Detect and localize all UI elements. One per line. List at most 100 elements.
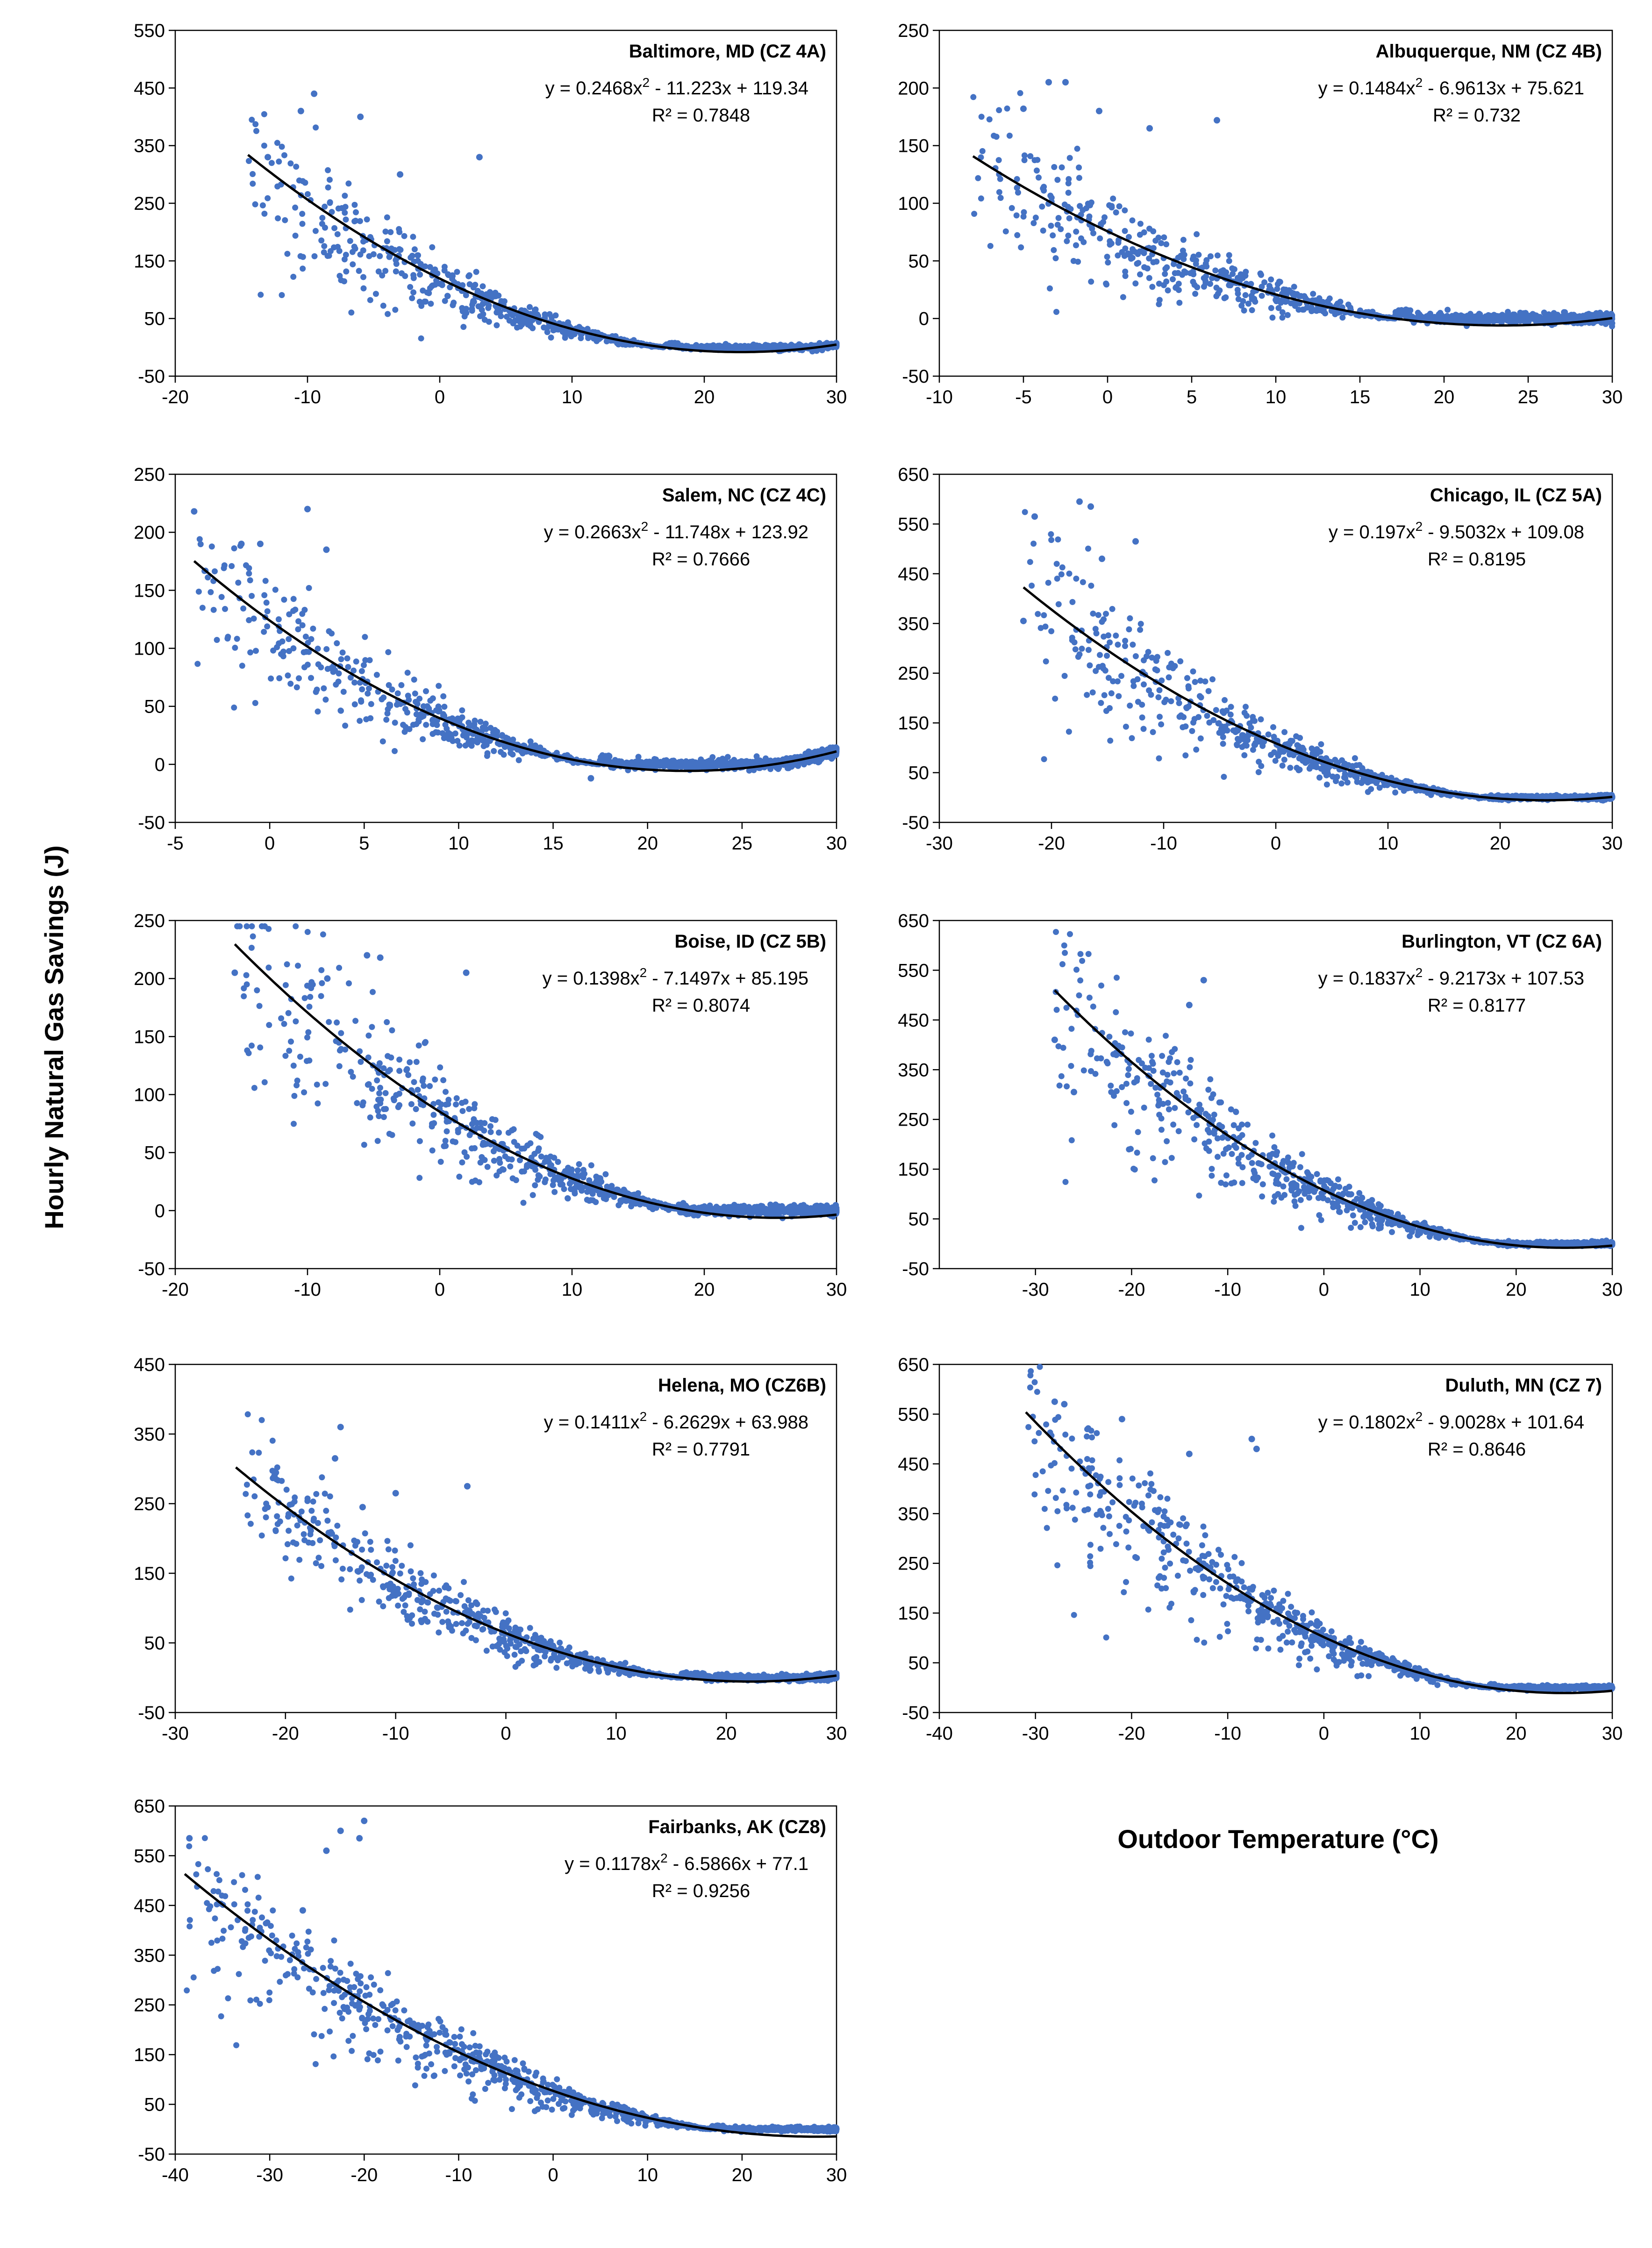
- scatter-point: [392, 720, 398, 726]
- y-tick-label: 50: [144, 697, 165, 717]
- scatter-point: [300, 265, 306, 272]
- scatter-point: [1104, 254, 1110, 260]
- x-tick-label: -10: [926, 387, 953, 407]
- x-tick-label: -20: [162, 387, 189, 407]
- scatter-point: [552, 312, 559, 319]
- scatter-point: [366, 685, 372, 692]
- scatter-point: [393, 268, 399, 275]
- scatter-point: [479, 283, 486, 290]
- scatter-point: [1223, 294, 1229, 300]
- scatter-point: [311, 90, 318, 97]
- scatter-point: [1073, 575, 1080, 582]
- scatter-point: [286, 611, 293, 618]
- scatter-point: [737, 344, 744, 350]
- scatter-point: [1166, 674, 1172, 681]
- scatter-point: [261, 592, 268, 599]
- scatter-point: [396, 1068, 403, 1074]
- scatter-point: [491, 748, 497, 754]
- scatter-point: [253, 648, 259, 654]
- scatter-point: [342, 209, 348, 216]
- scatter-point: [1334, 300, 1341, 307]
- scatter-point: [297, 107, 304, 114]
- scatter-point: [292, 204, 299, 211]
- scatter-point: [1116, 203, 1123, 209]
- scatter-point: [1279, 763, 1286, 769]
- x-axis-label: Outdoor Temperature (°C): [1117, 1824, 1438, 1854]
- scatter-point: [345, 180, 352, 187]
- y-tick-label: 50: [908, 763, 930, 784]
- scatter-point: [1052, 255, 1059, 262]
- scatter-point: [1137, 621, 1144, 627]
- scatter-point: [1020, 105, 1027, 112]
- scatter-point: [1478, 317, 1485, 323]
- scatter-point: [1165, 287, 1171, 293]
- scatter-point: [1099, 663, 1106, 669]
- scatter-point: [372, 291, 379, 297]
- scatter-point: [1222, 697, 1228, 703]
- scatter-point: [1333, 778, 1339, 785]
- scatter-point: [293, 923, 299, 929]
- scatter-point: [410, 721, 416, 728]
- scatter-point: [1066, 571, 1073, 577]
- x-tick-label: 0: [435, 1279, 445, 1300]
- scatter-point: [1103, 280, 1109, 287]
- scatter-point: [329, 209, 335, 215]
- scatter-point: [1226, 252, 1232, 258]
- scatter-point: [487, 725, 494, 731]
- scatter-point: [1122, 245, 1129, 252]
- scatter-point: [1156, 297, 1163, 303]
- scatter-point: [436, 683, 442, 689]
- scatter-point: [278, 651, 284, 657]
- scatter-point: [445, 271, 451, 278]
- scatter-point: [1270, 724, 1276, 730]
- x-tick-label: 30: [1602, 833, 1623, 854]
- scatter-point: [1214, 252, 1221, 259]
- scatter-point: [1139, 714, 1145, 721]
- scatter-point: [1195, 714, 1202, 721]
- y-tick-label: 350: [898, 614, 929, 634]
- scatter-point: [714, 762, 720, 769]
- scatter-point: [1040, 228, 1046, 234]
- scatter-point: [427, 1083, 433, 1089]
- scatter-point: [304, 506, 311, 513]
- scatter-point: [423, 721, 429, 728]
- scatter-point: [1076, 498, 1083, 505]
- scatter-point: [342, 204, 349, 210]
- scatter-point: [263, 599, 270, 606]
- scatter-point: [265, 154, 272, 161]
- scatter-point: [441, 264, 448, 270]
- scatter-point: [418, 335, 424, 342]
- scatter-point: [261, 143, 267, 149]
- scatter-point: [386, 682, 392, 688]
- scatter-point: [387, 229, 394, 236]
- scatter-point: [451, 300, 457, 306]
- scatter-point: [1259, 293, 1265, 299]
- scatter-point: [646, 758, 653, 765]
- scatter-point: [353, 658, 359, 665]
- scatter-point: [995, 157, 1002, 164]
- scatter-point: [978, 114, 985, 120]
- scatter-point: [1036, 174, 1042, 181]
- scatter-point: [1054, 177, 1061, 183]
- scatter-point: [1352, 755, 1358, 762]
- scatter-point: [1134, 676, 1141, 683]
- scatter-point: [274, 140, 280, 146]
- scatter-point: [1089, 689, 1096, 696]
- scatter-point: [463, 292, 469, 299]
- scatter-point: [1172, 270, 1178, 277]
- scatter-point: [339, 649, 346, 656]
- scatter-point: [717, 344, 724, 350]
- scatter-point: [1131, 249, 1138, 255]
- scatter-point: [624, 760, 631, 766]
- y-tick-label: 200: [898, 78, 929, 99]
- scatter-point: [375, 268, 382, 275]
- scatter-point: [352, 1018, 359, 1024]
- scatter-point: [1511, 313, 1517, 320]
- scatter-point: [299, 211, 306, 217]
- scatter-point: [415, 1042, 422, 1049]
- scatter-point: [612, 757, 618, 763]
- scatter-point: [1146, 125, 1153, 132]
